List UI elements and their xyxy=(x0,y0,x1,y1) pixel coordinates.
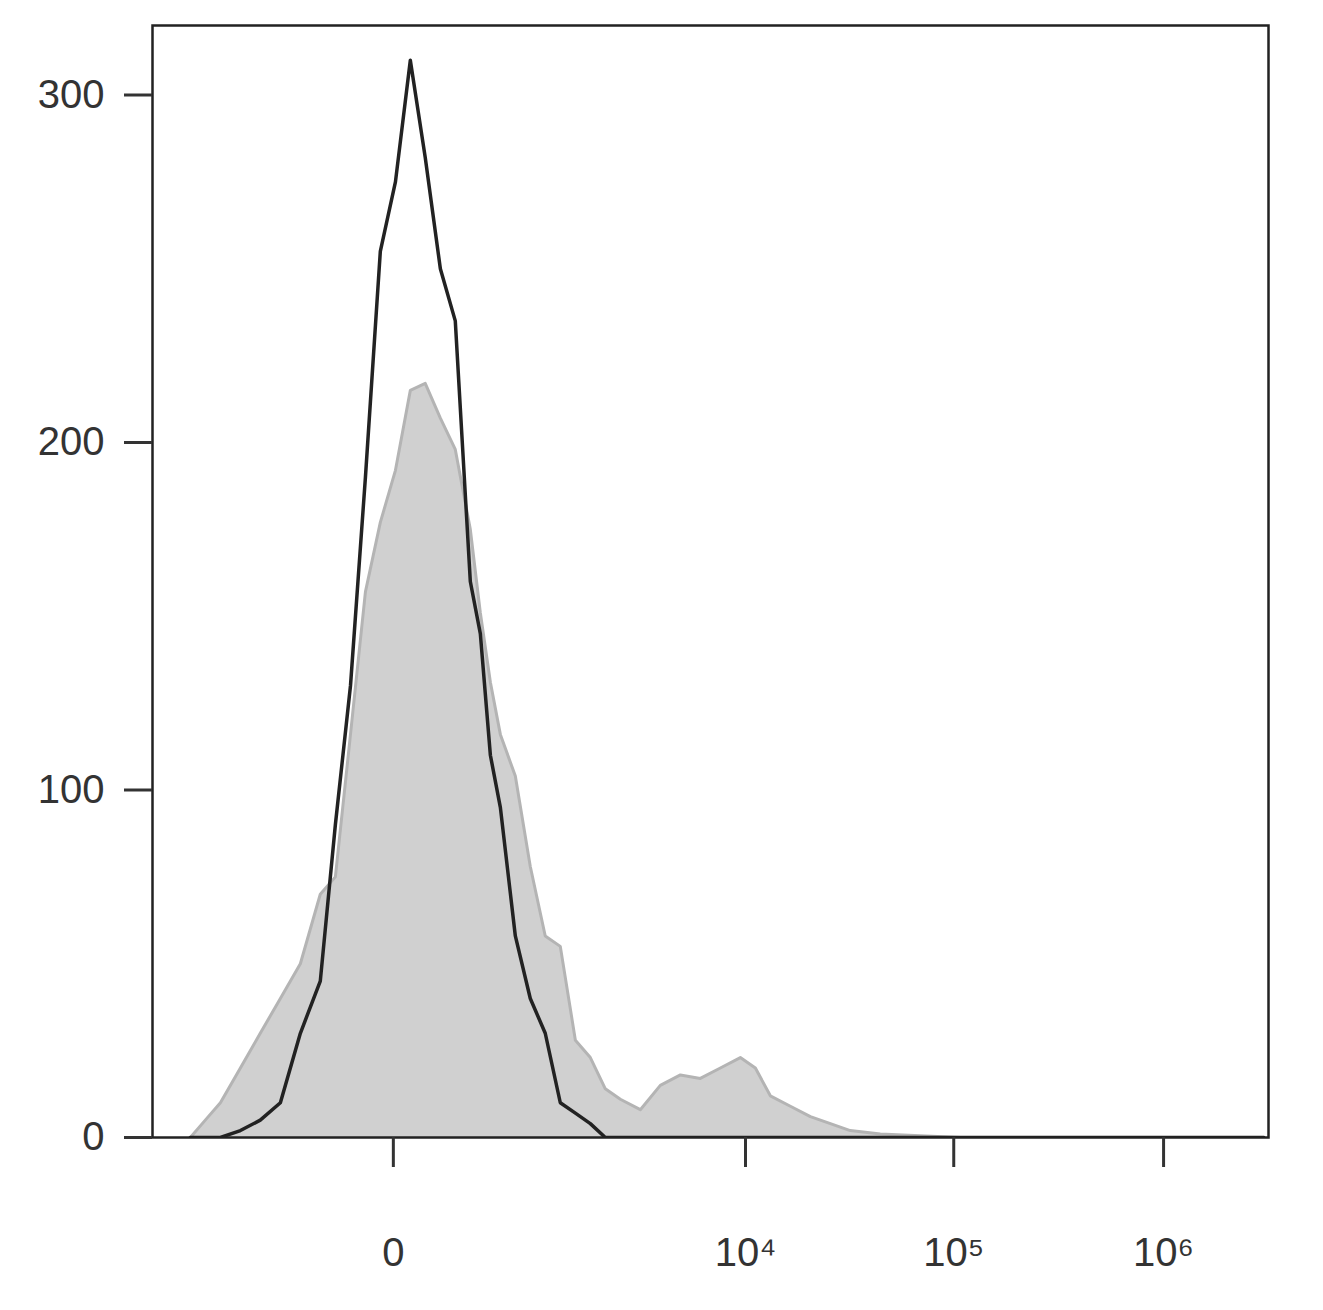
svg-text:10⁴: 10⁴ xyxy=(715,1230,777,1274)
svg-text:0: 0 xyxy=(82,1114,104,1158)
svg-text:10⁵: 10⁵ xyxy=(923,1230,984,1274)
svg-text:100: 100 xyxy=(38,767,105,811)
svg-text:300: 300 xyxy=(38,72,105,116)
svg-text:0: 0 xyxy=(382,1230,404,1274)
svg-text:200: 200 xyxy=(38,419,105,463)
svg-text:10⁶: 10⁶ xyxy=(1133,1230,1194,1274)
